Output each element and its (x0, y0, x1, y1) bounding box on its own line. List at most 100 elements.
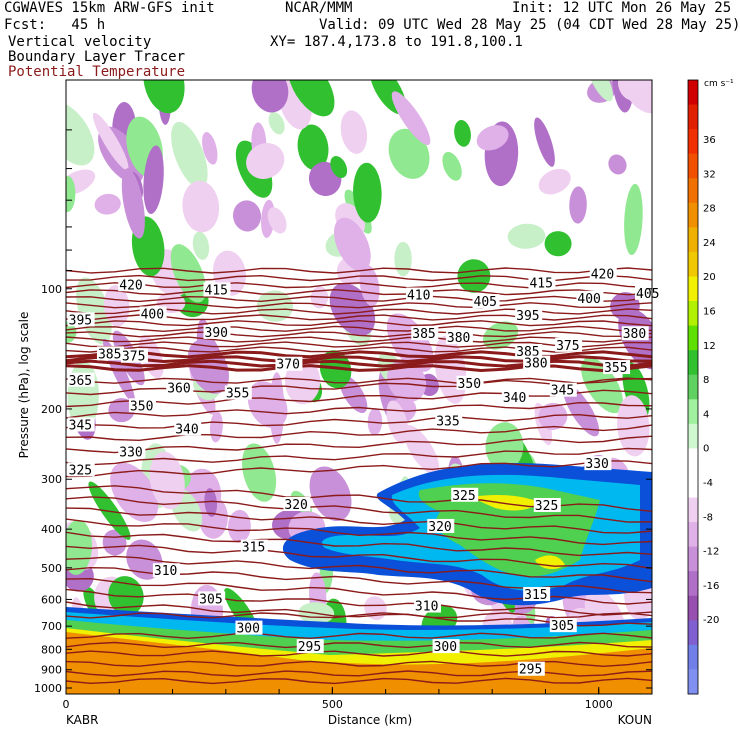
theta-label-bg (67, 372, 95, 387)
field-bl-tracer: Boundary Layer Tracer (8, 49, 186, 65)
theta-label: 315 (242, 541, 265, 556)
theta-contour (66, 413, 652, 429)
y-tick-label: 200 (41, 403, 62, 416)
theta-contour (66, 632, 652, 640)
colorbar-swatch (688, 251, 698, 277)
downdraft-cell (387, 359, 427, 402)
theta-label-bg (445, 330, 473, 345)
theta-contour (66, 555, 652, 583)
colorbar-tick-label: 36 (703, 135, 716, 146)
downdraft-cell (364, 596, 387, 620)
y-tick-label: 600 (41, 593, 62, 606)
theta-label: 355 (226, 387, 249, 402)
downdraft-cell (110, 462, 159, 523)
downdraft-cell (617, 395, 650, 457)
updraft-cell (544, 231, 572, 257)
theta-label: 305 (199, 592, 222, 607)
updraft-cell (353, 162, 382, 223)
colorbar-swatch (688, 80, 698, 106)
theta-label: 380 (524, 357, 547, 372)
theta-label: 365 (69, 374, 92, 389)
theta-label: 320 (428, 520, 451, 535)
theta-label: 350 (130, 399, 153, 414)
colorbar-tick-label: -20 (703, 615, 719, 626)
y-axis-label: Pressure (hPa), log scale (17, 312, 31, 459)
colorbar-swatch (688, 472, 698, 499)
theta-label: 395 (516, 309, 539, 324)
theta-label-bg (128, 398, 156, 413)
theta-label: 310 (415, 600, 438, 615)
theta-contour (66, 531, 652, 557)
theta-contour (66, 319, 652, 327)
colorbar-swatch (688, 448, 698, 474)
updraft-cell (297, 124, 329, 171)
theta-label-bg (118, 277, 146, 292)
theta-label: 330 (119, 445, 142, 460)
colorbar-tick-label: 0 (703, 444, 709, 455)
theta-label-bg (635, 285, 663, 300)
field-potential-temperature: Potential Temperature (8, 64, 186, 80)
theta-contour (66, 331, 652, 338)
downdraft-cell (622, 80, 652, 114)
colorbar-frame (687, 79, 699, 695)
theta-contour (66, 447, 652, 466)
colorbar-tick-label: 12 (703, 341, 716, 352)
colorbar-tick-label: 20 (703, 272, 716, 283)
updraft-cell (330, 156, 348, 179)
theta-label: 400 (577, 292, 600, 307)
downdraft-cell (108, 398, 135, 423)
theta-label: 300 (236, 622, 259, 637)
downdraft-cell (66, 169, 96, 196)
downdraft-cell (121, 168, 145, 239)
theta-label: 340 (175, 422, 198, 437)
updraft-cell (507, 223, 546, 249)
downdraft-cell (94, 193, 121, 215)
colorbar-tick-label: -12 (703, 547, 719, 558)
theta-contour (66, 377, 652, 384)
theta-label-bg (67, 417, 95, 432)
downdraft-cell (143, 145, 164, 214)
theta-label-bg (435, 413, 463, 428)
colorbar-tick-label: 32 (703, 169, 716, 180)
updraft-cell (485, 422, 524, 471)
updraft-cell (394, 241, 412, 277)
theta-label-bg (456, 375, 484, 390)
downdraft-cell (149, 451, 185, 510)
colorbar-swatch (688, 571, 698, 597)
downdraft-cell (209, 411, 223, 443)
theta-label: 385 (412, 327, 435, 342)
colorbar-swatch (688, 178, 698, 204)
theta-label-bg (555, 337, 583, 352)
theta-label: 385 (98, 347, 121, 362)
colorbar-swatch (688, 595, 698, 621)
theta-label: 400 (141, 307, 164, 322)
downdraft-cell (204, 488, 218, 517)
theta-label-bg (549, 382, 577, 397)
colorbar-tick-label: 8 (703, 375, 709, 386)
theta-label-bg (224, 385, 252, 400)
org-label: NCAR/MMM (285, 0, 353, 16)
colorbar-tick-label: -16 (703, 581, 719, 592)
downdraft-cell (267, 207, 287, 234)
theta-label-bg (174, 421, 202, 436)
updraft-cell (66, 101, 95, 166)
colorbar-swatch (688, 669, 698, 695)
theta-contour (66, 670, 652, 677)
downdraft-cell (562, 383, 600, 437)
theta-contour (66, 612, 652, 619)
theta-label-bg (405, 287, 433, 302)
updraft-cell (170, 244, 207, 303)
updraft-cell (288, 80, 335, 117)
theta-label-bg (139, 306, 167, 321)
bl-tracer-plume-peak (470, 494, 565, 570)
theta-label: 375 (556, 339, 579, 354)
colorbar-swatch (688, 546, 698, 572)
theta-label-bg (589, 266, 617, 281)
colorbar-swatch (688, 350, 698, 376)
theta-contour (66, 295, 652, 303)
theta-contour (66, 288, 652, 296)
theta-label: 345 (551, 384, 574, 399)
theta-label-bg (203, 324, 231, 339)
